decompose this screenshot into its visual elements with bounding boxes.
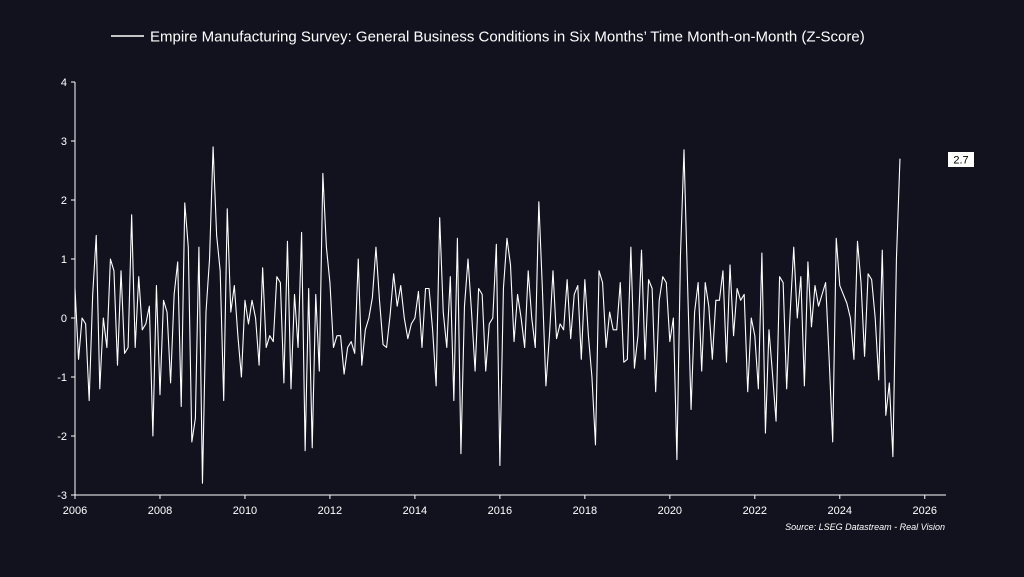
- x-tick-label: 2010: [233, 505, 257, 517]
- source-note: Source: LSEG Datastream - Real Vision: [785, 522, 945, 532]
- y-axis-ticks: 4 3 2 1 0 -1 -2 -3: [57, 77, 75, 502]
- last-value-box: [948, 152, 974, 167]
- y-tick-label: -3: [57, 490, 67, 502]
- last-value-text: 2.7: [953, 155, 968, 167]
- x-axis-ticks: 2006 2008 2010 2012 2014 2016 2018 2020 2022 2024…: [63, 495, 937, 517]
- y-tick-label: 3: [61, 136, 67, 148]
- series-line: [74, 146, 901, 484]
- y-tick-label: 4: [61, 77, 67, 89]
- y-tick-label: -1: [57, 372, 67, 384]
- last-value-label: 2.7: [948, 152, 974, 167]
- x-tick-label: 2026: [913, 505, 937, 517]
- y-tick-label: 2: [61, 195, 67, 207]
- x-tick-label: 2006: [63, 505, 87, 517]
- legend: Empire Manufacturing Survey: General Bus…: [111, 29, 865, 46]
- x-tick-label: 2024: [828, 505, 852, 517]
- x-tick-label: 2016: [488, 505, 512, 517]
- y-tick-label: 0: [61, 313, 67, 325]
- x-tick-label: 2014: [403, 505, 427, 517]
- x-tick-label: 2018: [573, 505, 597, 517]
- x-tick-label: 2008: [148, 505, 172, 517]
- y-tick-label: -2: [57, 431, 67, 443]
- legend-label: Empire Manufacturing Survey: General Bus…: [150, 29, 865, 46]
- x-tick-label: 2020: [658, 505, 682, 517]
- y-tick-label: 1: [61, 254, 67, 266]
- x-tick-label: 2012: [318, 505, 342, 517]
- x-tick-label: 2022: [743, 505, 767, 517]
